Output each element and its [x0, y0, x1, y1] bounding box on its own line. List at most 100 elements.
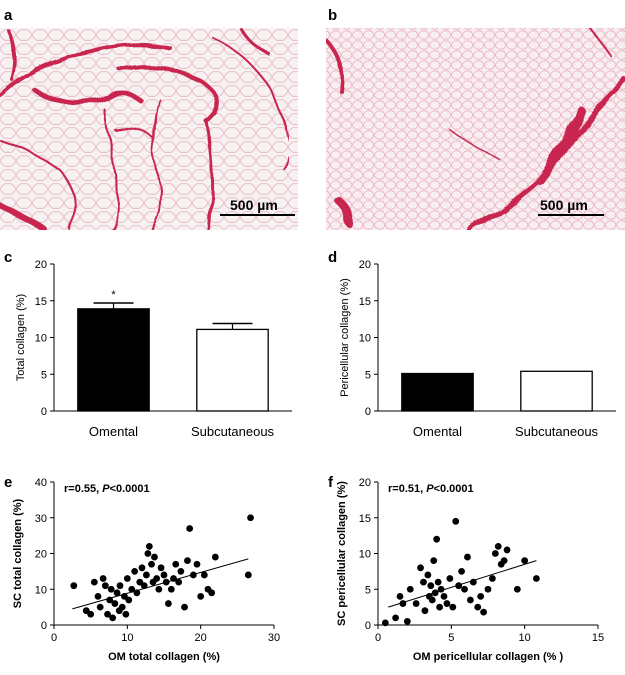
- y-axis-title: Total collagen (%): [15, 294, 27, 381]
- category-label: Omental: [89, 424, 138, 439]
- data-point: [399, 600, 407, 607]
- y-tick-label: 0: [41, 620, 47, 632]
- data-point: [474, 603, 482, 611]
- data-point: [181, 603, 188, 611]
- y-tick-label: 40: [35, 477, 47, 489]
- data-point: [184, 557, 191, 565]
- data-point: [170, 575, 177, 582]
- panel-label-d: d: [328, 249, 337, 266]
- data-point: [99, 575, 107, 582]
- data-point: [467, 596, 474, 604]
- micrograph-a: 500 µm: [0, 28, 298, 230]
- data-point: [428, 596, 436, 604]
- y-tick-label: 0: [365, 620, 371, 632]
- data-point: [455, 582, 463, 590]
- x-tick-label: 5: [448, 632, 454, 644]
- data-point: [430, 557, 438, 565]
- y-tick-label: 20: [35, 259, 47, 271]
- correlation-stat: r=0.55, P<0.0001: [64, 483, 150, 495]
- data-point: [177, 567, 185, 575]
- data-point: [443, 600, 451, 607]
- x-tick-label: 0: [375, 632, 381, 644]
- data-point: [491, 550, 499, 557]
- y-tick-label: 20: [359, 477, 371, 489]
- stat-p-value: <0.0001: [434, 483, 474, 495]
- data-point: [87, 610, 95, 618]
- data-point: [111, 600, 119, 607]
- panel-label-e: e: [4, 474, 12, 491]
- panel-label-a: a: [4, 7, 13, 24]
- regression-line: [388, 560, 537, 608]
- data-point: [96, 603, 104, 611]
- data-point: [162, 578, 170, 586]
- data-point: [113, 589, 121, 597]
- data-point: [489, 575, 496, 582]
- data-point: [157, 564, 165, 572]
- stat-r: r=0.51,: [388, 483, 426, 495]
- data-point: [133, 589, 141, 597]
- data-point: [533, 575, 540, 582]
- y-tick-label: 20: [359, 259, 371, 271]
- x-axis-title: OM pericellular collagen (% ): [413, 651, 564, 663]
- data-point: [458, 567, 465, 575]
- x-tick-label: 20: [195, 632, 207, 644]
- panel-label-f: f: [328, 474, 334, 491]
- data-point: [431, 589, 439, 597]
- y-tick-label: 0: [365, 406, 371, 418]
- y-tick-label: 10: [359, 333, 371, 345]
- data-point: [244, 571, 252, 579]
- data-point: [153, 575, 161, 582]
- data-point: [412, 600, 420, 607]
- y-tick-label: 15: [359, 513, 371, 525]
- stat-p-value: <0.0001: [110, 483, 150, 495]
- panel-label-c: c: [4, 249, 12, 266]
- correlation-stat: r=0.51, P<0.0001: [388, 483, 474, 495]
- y-tick-label: 5: [365, 369, 371, 381]
- data-point: [436, 603, 443, 611]
- data-point: [128, 585, 136, 593]
- data-point: [469, 578, 477, 586]
- data-point: [122, 610, 130, 618]
- data-point: [118, 603, 126, 611]
- bar-chart-pericellular-collagen: 0 5 10 15 20 Omental Subcutaneous Pericellular …: [339, 259, 616, 439]
- data-point: [452, 517, 460, 525]
- panel-label-b: b: [328, 7, 337, 24]
- data-point: [421, 607, 429, 615]
- data-point: [500, 557, 508, 565]
- data-point: [446, 575, 454, 582]
- y-axis-title: SC total collagen (%): [12, 498, 24, 608]
- data-point: [484, 585, 492, 593]
- data-point: [144, 550, 152, 557]
- data-point: [104, 610, 111, 618]
- data-point: [477, 593, 485, 600]
- data-point: [138, 564, 146, 572]
- data-point: [461, 585, 468, 593]
- data-point: [381, 619, 389, 627]
- y-tick-label: 10: [35, 333, 47, 345]
- category-label: Subcutaneous: [515, 424, 599, 439]
- data-point: [437, 585, 445, 593]
- data-point: [145, 542, 153, 550]
- data-point: [123, 575, 131, 582]
- data-point: [420, 578, 427, 586]
- y-tick-label: 15: [359, 296, 371, 308]
- data-point: [208, 589, 216, 597]
- x-tick-label: 15: [592, 632, 604, 644]
- category-label: Omental: [413, 424, 462, 439]
- y-tick-label: 15: [35, 296, 47, 308]
- data-point: [151, 553, 158, 561]
- y-tick-label: 30: [35, 513, 47, 525]
- data-point: [189, 571, 197, 579]
- stat-p: P: [426, 483, 434, 495]
- data-point: [116, 582, 124, 590]
- scale-bar-label-a: 500 µm: [230, 197, 278, 213]
- data-point: [109, 614, 117, 622]
- significance-marker: *: [111, 289, 116, 301]
- data-point: [424, 571, 432, 579]
- data-point: [211, 553, 219, 561]
- bar-omental: [77, 308, 150, 412]
- y-axis-title: Pericellular collagen (%): [339, 278, 351, 397]
- y-tick-label: 10: [35, 584, 47, 596]
- data-point: [140, 582, 148, 590]
- data-point: [503, 546, 511, 554]
